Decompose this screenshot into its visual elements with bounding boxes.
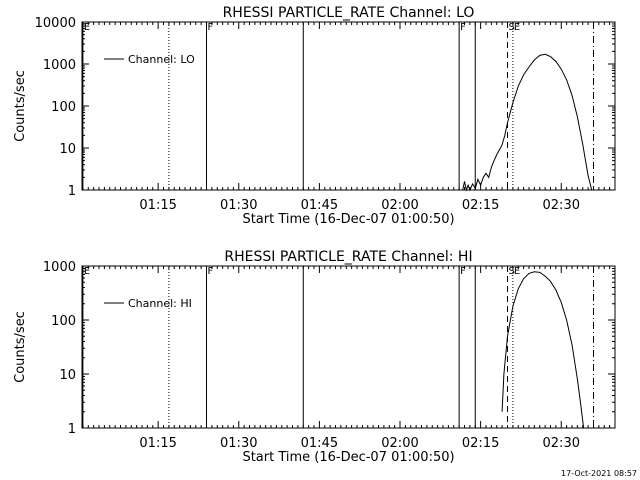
x-tick-label: 01:15 bbox=[139, 198, 176, 213]
chart-title: RHESSI PARTICLE_RATE Channel: HI bbox=[224, 249, 472, 265]
series-line bbox=[501, 271, 585, 429]
x-axis-label: Start Time (16-Dec-07 01:00:50) bbox=[242, 450, 454, 465]
panel-lo: RHESSI PARTICLE_RATE Channel: LO 01:15 01:… bbox=[13, 5, 616, 227]
event-marker-label: F bbox=[460, 266, 466, 277]
y-tick-label: 10 bbox=[59, 142, 76, 157]
x-tick-label: 01:30 bbox=[220, 198, 257, 213]
x-tick-label: 02:30 bbox=[543, 198, 580, 213]
y-tick-label: 100 bbox=[51, 314, 76, 329]
x-axis-label: Start Time (16-Dec-07 01:00:50) bbox=[242, 212, 454, 227]
legend-label: Channel: LO bbox=[128, 53, 195, 66]
y-axis-label: Counts/sec bbox=[13, 70, 28, 142]
x-tick-label: 01:45 bbox=[301, 198, 338, 213]
y-tick-label: 10000 bbox=[35, 16, 76, 31]
x-tick-label: 01:30 bbox=[220, 436, 257, 451]
panel-hi: RHESSI PARTICLE_RATE Channel: HI 01:15 01:… bbox=[13, 249, 616, 465]
y-tick-label: 1000 bbox=[43, 260, 76, 275]
plot-frame bbox=[81, 265, 616, 429]
x-tick-label: 01:45 bbox=[301, 436, 338, 451]
x-tick-label: 01:15 bbox=[139, 436, 176, 451]
y-tick-label: 10 bbox=[59, 368, 76, 383]
y-tick-label: 1 bbox=[68, 184, 76, 199]
legend-label: Channel: HI bbox=[128, 297, 192, 310]
event-marker-label: E bbox=[84, 266, 90, 277]
plot-frame bbox=[81, 21, 616, 191]
event-marker-label: E bbox=[514, 22, 520, 33]
event-marker-label: S bbox=[509, 22, 515, 33]
event-marker-label: F bbox=[208, 266, 214, 277]
event-marker-label: F bbox=[208, 22, 214, 33]
x-tick-label: 02:30 bbox=[543, 436, 580, 451]
y-tick-label: 100 bbox=[51, 100, 76, 115]
event-marker-label: F bbox=[460, 22, 466, 33]
x-tick-label: 02:00 bbox=[381, 436, 418, 451]
event-marker-label: E bbox=[84, 22, 90, 33]
x-tick-label: 02:00 bbox=[381, 198, 418, 213]
event-marker-label: E bbox=[514, 266, 520, 277]
chart-title: RHESSI PARTICLE_RATE Channel: LO bbox=[223, 5, 475, 21]
series-line bbox=[462, 53, 593, 192]
y-tick-label: 1000 bbox=[43, 58, 76, 73]
event-marker-label: S bbox=[509, 266, 515, 277]
x-tick-label: 02:15 bbox=[462, 436, 499, 451]
y-axis-label: Counts/sec bbox=[13, 311, 28, 383]
x-tick-label: 02:15 bbox=[462, 198, 499, 213]
y-tick-label: 1 bbox=[68, 422, 76, 437]
footer-timestamp: 17-Oct-2021 08:57 bbox=[561, 469, 637, 478]
